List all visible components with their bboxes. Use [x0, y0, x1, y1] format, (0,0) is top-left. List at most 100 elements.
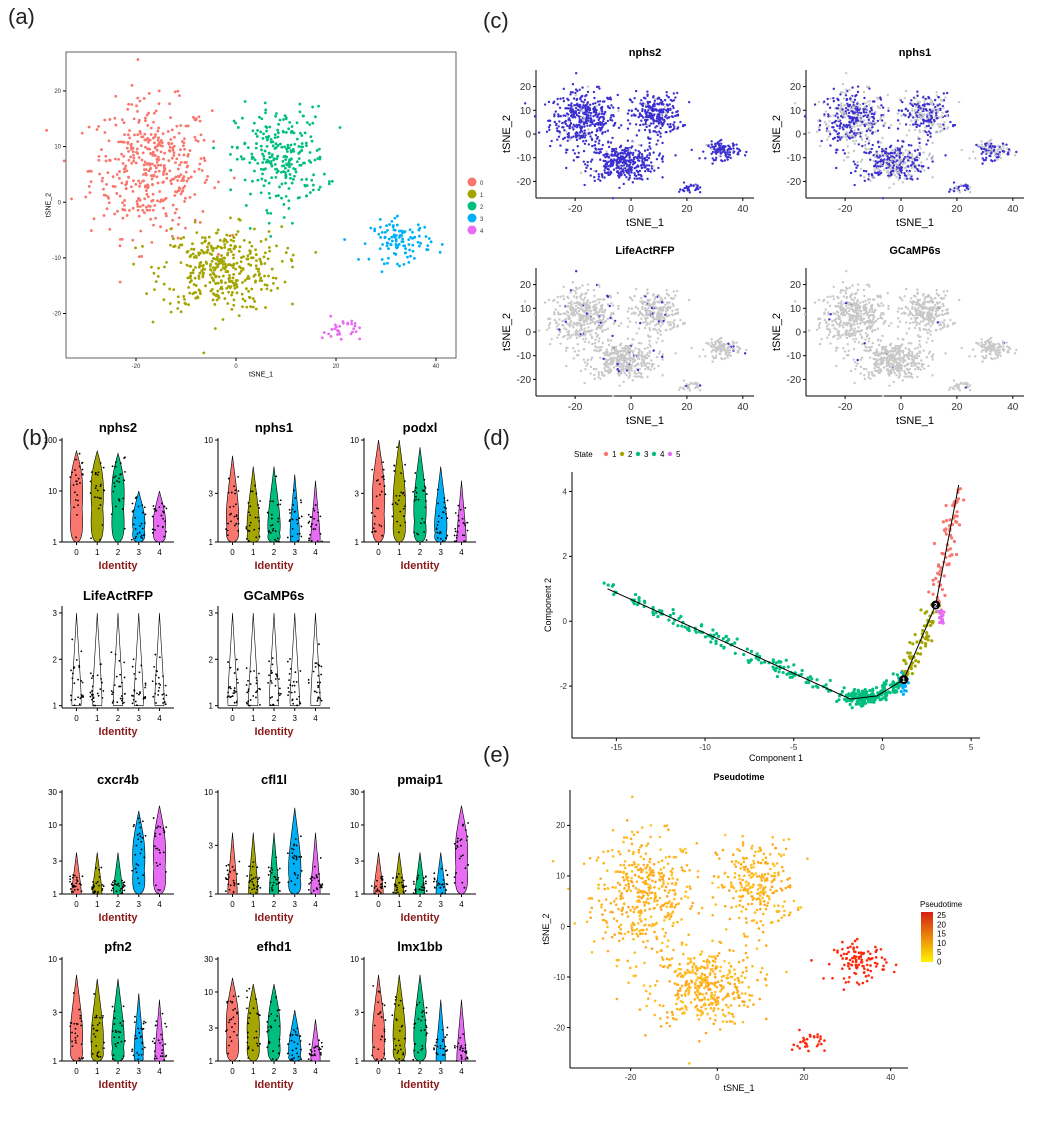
data-point — [128, 129, 131, 132]
data-point — [237, 249, 241, 253]
data-point — [128, 209, 131, 212]
data-point — [622, 347, 626, 350]
data-point — [147, 91, 151, 95]
data-point — [986, 150, 990, 154]
data-point — [227, 280, 231, 283]
data-point — [726, 153, 730, 156]
data-point — [918, 145, 921, 148]
data-point — [132, 117, 136, 121]
data-point — [628, 122, 632, 125]
data-point — [561, 319, 564, 323]
data-point — [258, 257, 262, 261]
data-point — [132, 153, 135, 157]
data-point — [598, 112, 601, 116]
data-point — [881, 196, 885, 200]
data-point — [245, 277, 249, 280]
data-point — [679, 318, 682, 322]
data-point — [577, 151, 580, 155]
data-point — [622, 367, 625, 371]
data-point — [127, 150, 130, 153]
data-point — [935, 90, 938, 94]
data-point — [634, 287, 638, 291]
data-point — [287, 207, 291, 210]
data-point — [353, 324, 357, 328]
x-tick-label: -20 — [132, 364, 141, 370]
data-point — [351, 330, 354, 334]
data-point — [628, 176, 631, 180]
data-point — [594, 170, 598, 173]
data-point — [653, 113, 656, 116]
data-point — [657, 166, 660, 170]
data-point — [602, 352, 605, 355]
data-point — [586, 106, 589, 109]
data-point — [196, 295, 199, 299]
data-point — [292, 178, 295, 181]
data-point — [587, 341, 591, 344]
data-point — [594, 307, 597, 311]
data-point — [661, 358, 664, 361]
data-point — [214, 282, 218, 285]
data-point — [642, 162, 645, 165]
data-point — [894, 169, 898, 172]
data-point — [711, 360, 714, 363]
data-point — [637, 327, 641, 330]
data-point — [582, 132, 586, 135]
data-point — [661, 339, 664, 343]
data-point — [648, 129, 651, 132]
data-point — [610, 104, 613, 107]
data-point — [845, 138, 849, 142]
data-point — [929, 135, 932, 138]
data-point — [988, 154, 991, 157]
data-point — [827, 125, 830, 128]
legend-swatch — [467, 177, 477, 187]
data-point — [150, 174, 154, 178]
data-point — [859, 114, 862, 117]
data-point — [896, 119, 900, 122]
data-point — [859, 124, 862, 127]
data-point — [619, 124, 623, 127]
data-point — [645, 312, 648, 315]
data-point — [603, 367, 606, 370]
data-point — [200, 169, 204, 172]
data-point — [569, 291, 572, 294]
data-point — [157, 102, 161, 106]
data-point — [177, 153, 181, 157]
data-point — [265, 138, 269, 142]
data-point — [197, 274, 201, 278]
data-point — [562, 87, 565, 91]
data-point — [185, 179, 189, 183]
data-point — [669, 107, 672, 110]
data-point — [381, 243, 384, 246]
data-point — [844, 103, 848, 107]
data-point — [582, 112, 585, 115]
data-point — [566, 322, 569, 326]
data-point — [553, 298, 556, 301]
data-point — [266, 211, 270, 215]
data-point — [723, 159, 727, 162]
data-point — [986, 147, 990, 151]
facet-title: nphs2 — [629, 47, 661, 59]
data-point — [652, 349, 655, 352]
data-point — [675, 289, 679, 293]
data-point — [717, 341, 721, 344]
data-point — [115, 173, 119, 176]
data-point — [568, 322, 572, 326]
data-point — [169, 243, 172, 247]
legend-label: 4 — [480, 229, 484, 235]
data-point — [227, 290, 231, 294]
data-point — [210, 288, 214, 291]
data-point — [338, 324, 342, 328]
data-point — [696, 184, 699, 187]
data-point — [373, 227, 377, 231]
data-point — [926, 133, 929, 137]
data-point — [149, 217, 153, 221]
data-point — [817, 324, 821, 327]
data-point — [601, 313, 604, 317]
data-point — [574, 269, 578, 273]
data-point — [914, 105, 918, 109]
data-point — [735, 341, 738, 344]
data-point — [653, 297, 657, 301]
data-point — [396, 214, 399, 218]
data-point — [939, 107, 942, 110]
data-point — [640, 119, 643, 122]
